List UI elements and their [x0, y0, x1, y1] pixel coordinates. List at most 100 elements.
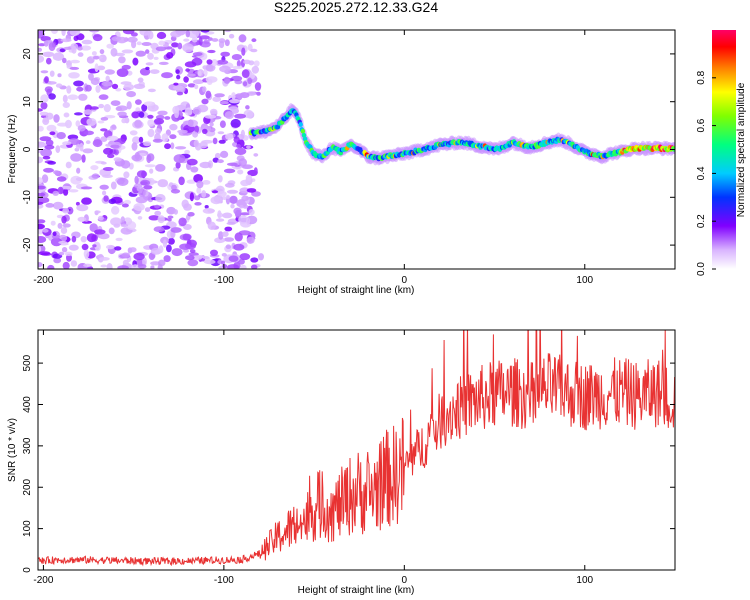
spectrogram-noise-cell	[97, 120, 105, 124]
y-tick-label: 0	[22, 567, 33, 573]
spectrogram-noise-cell	[187, 212, 195, 217]
spectrogram-noise-cell	[62, 102, 70, 108]
spectrogram-noise-cell	[110, 217, 122, 226]
spectrogram-noise-cell	[219, 120, 226, 128]
spectrogram-noise-cell	[38, 245, 42, 253]
spectrogram-noise-cell	[76, 204, 89, 212]
spectrogram-noise-cell	[111, 205, 120, 215]
spectrogram-noise-cell	[98, 233, 110, 240]
spectrogram-noise-cell	[83, 130, 94, 136]
spectrogram-noise-cell	[83, 249, 90, 259]
spectrogram-noise-cell	[243, 59, 251, 65]
spectrogram-noise-cell	[170, 142, 175, 150]
spectrogram-noise-cell	[61, 30, 66, 36]
spectrogram-noise-cell	[166, 52, 174, 59]
spectrogram-noise-cell	[76, 86, 84, 92]
spectrogram-noise-cell	[183, 38, 190, 42]
spectrogram-noise-cell	[132, 136, 141, 144]
spectrogram-noise-cell	[173, 82, 179, 86]
spectrogram-noise-cell	[239, 187, 250, 194]
y-tick-label: -20	[22, 237, 33, 252]
spectrogram-noise-cell	[131, 40, 137, 49]
spectrogram-noise-cell	[48, 93, 56, 100]
spectrogram-noise-cell	[203, 68, 208, 77]
spectrogram-noise-cell	[245, 105, 250, 110]
spectrogram-noise-cell	[69, 30, 81, 36]
spectrogram-noise-cell	[70, 260, 78, 267]
spectrogram-noise-cell	[75, 120, 81, 127]
spectrogram-noise-cell	[117, 111, 127, 117]
spectrogram-noise-cell	[183, 76, 189, 83]
spectrogram-noise-cell	[191, 37, 198, 43]
spectrogram-noise-cell	[78, 93, 88, 101]
spectrogram-noise-cell	[121, 203, 129, 208]
spectrogram-noise-cell	[105, 143, 112, 147]
spectrogram-noise-cell	[100, 128, 108, 132]
spectrogram-noise-cell	[123, 199, 132, 205]
spectrogram-noise-cell	[211, 59, 218, 67]
spectrogram-noise-cell	[253, 167, 258, 176]
spectrogram-noise-cell	[210, 249, 218, 256]
colorbar-ticks: 0.0 0.2 0.4 0.6 0.8	[696, 70, 716, 276]
spectrogram-noise-cell	[76, 33, 85, 41]
spectrogram-noise-cell	[212, 96, 221, 102]
spectrogram-noise-cell	[48, 42, 56, 51]
spectrogram-noise-cell	[57, 73, 62, 78]
spectrogram-ridge-cell	[301, 132, 307, 138]
spectrogram-noise-cell	[202, 86, 207, 93]
spectrogram-noise-cell	[185, 68, 190, 72]
spectrogram-noise-cell	[89, 30, 100, 33]
spectrogram-noise-cell	[236, 143, 241, 149]
spectrogram-noise-cell	[135, 99, 142, 105]
spectrogram-noise-cell	[80, 186, 93, 190]
spectrogram-noise-cell	[153, 226, 165, 233]
spectrogram-noise-cell	[97, 215, 104, 221]
spectrogram-noise-cell	[192, 79, 205, 85]
spectrogram-noise-cell	[176, 74, 181, 80]
spectrogram-noise-cell	[102, 190, 107, 196]
colorbar-label: Normalized spectral amplitude	[736, 82, 747, 217]
spectrogram-noise-cell	[162, 239, 167, 248]
spectrogram-noise-cell	[148, 215, 160, 221]
spectrogram-noise-cell	[220, 150, 229, 158]
spectrogram-noise-cell	[216, 218, 225, 222]
spectrogram-noise-cell	[63, 46, 73, 51]
x-tick-label: -200	[33, 275, 53, 286]
spectrogram-noise-cell	[98, 103, 105, 109]
spectrogram-noise-cell	[219, 101, 230, 105]
spectrogram-noise-cell	[129, 130, 138, 136]
spectrogram-noise-cell	[164, 143, 171, 150]
spectrogram-noise-cell	[49, 131, 56, 136]
spectrogram-noise-cell	[71, 45, 77, 54]
spectrogram-noise-cell	[64, 251, 73, 256]
spectrogram-noise-cell	[216, 59, 229, 65]
spectrogram-noise-cell	[158, 245, 164, 254]
spectrogram-noise-cell	[55, 145, 61, 154]
spectrogram-noise-cell	[214, 152, 221, 159]
spectrogram-noise-cell	[147, 114, 154, 119]
spectrogram-noise-cell	[233, 207, 242, 215]
spectrogram-noise-cell	[38, 192, 46, 197]
spectrogram-noise-cell	[147, 88, 156, 93]
spectrogram-noise-cell	[57, 222, 63, 229]
spectrogram-noise-cell	[231, 75, 243, 82]
spectrogram-noise-cell	[251, 65, 259, 74]
spectrogram-noise-cell	[153, 118, 165, 125]
spectrogram-noise-cell	[120, 223, 129, 228]
spectrogram-noise-cell	[238, 215, 249, 224]
spectrogram-noise-cell	[144, 164, 156, 168]
colorbar-tick-label: 0.2	[696, 214, 707, 228]
spectrogram-noise-cell	[110, 100, 121, 106]
spectrogram-noise-cell	[234, 113, 247, 119]
spectrogram-noise-cell	[225, 244, 232, 249]
spectrogram-noise-cell	[224, 111, 235, 120]
spectrogram-noise-cell	[39, 30, 46, 33]
spectrogram-noise-cell	[132, 57, 139, 66]
spectrogram-noise-cell	[76, 167, 81, 174]
spectrogram-noise-cell	[77, 124, 86, 132]
spectrogram-noise-cell	[231, 92, 236, 100]
spectrogram-noise-cell	[55, 83, 63, 88]
spectrogram-noise-cell	[239, 253, 251, 261]
spectrogram-noise-cell	[156, 31, 167, 40]
figure-title: S225.2025.272.12.33.G24	[274, 0, 438, 15]
